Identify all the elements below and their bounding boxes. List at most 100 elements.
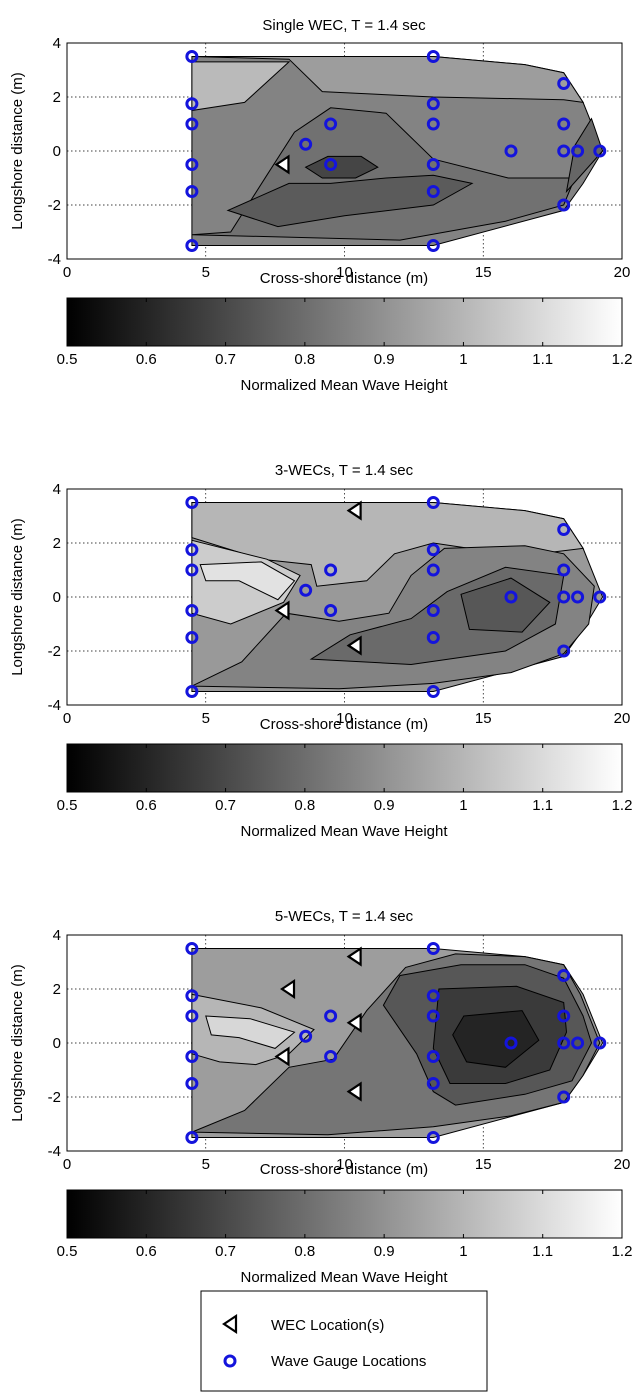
wave-gauge-marker [426, 117, 440, 131]
wave-gauge-marker [324, 604, 338, 617]
colorbar-tick-label: 1.2 [612, 1243, 633, 1260]
y-tick-labels: 4 2 0 -2 -4 [48, 481, 61, 714]
y-tick-label: -2 [48, 197, 61, 214]
wec-marker-legend-icon [222, 1313, 238, 1335]
colorbar-tick-label: 1.2 [612, 797, 633, 814]
colorbar: 0.5 0.6 0.7 0.8 0.9 1 1.1 1.2 Normalized Mean W… [57, 743, 633, 840]
y-tick-label: 4 [53, 481, 61, 498]
wave-gauge-marker [557, 1009, 571, 1023]
y-tick-label: -2 [48, 643, 61, 660]
wave-gauge-marker [593, 144, 607, 158]
wave-gauge-marker [426, 942, 440, 955]
wave-gauge-marker [426, 989, 440, 1003]
colorbar-tick-label: 1 [459, 797, 467, 814]
wave-gauge-marker [504, 144, 518, 158]
colorbar-tick-label: 1.1 [532, 1243, 553, 1260]
legend-wec-label: WEC Location(s) [271, 1317, 384, 1334]
wave-gauge-marker [426, 1009, 440, 1023]
wave-gauge-marker [557, 590, 571, 604]
wave-gauge-marker [557, 144, 571, 158]
wave-gauge-marker [185, 543, 199, 557]
colorbar: 0.5 0.6 0.7 0.8 0.9 1 1.1 1.2 Normalized Mean W… [57, 1189, 633, 1286]
wave-gauge-marker [185, 117, 199, 131]
wave-gauge-marker [185, 1077, 199, 1090]
wave-gauge-marker [426, 1077, 440, 1090]
wave-gauge-marker [557, 644, 571, 658]
wave-gauge-marker [185, 185, 199, 198]
wave-gauge-marker [426, 239, 440, 252]
colorbar-ticks: 0.5 0.6 0.7 0.8 0.9 1 1.1 1.2 [57, 298, 632, 368]
wave-gauge-marker [324, 117, 338, 131]
colorbar-tick-label: 0.6 [136, 351, 157, 368]
panel-3-wecs: 3-WECs, T = 1.4 sec 0 5 10 15 20 420-2-4 Cro… [9, 462, 630, 733]
colorbar-ticks: 0.5 0.6 0.7 0.8 0.9 1 1.1 1.2 [57, 744, 633, 814]
chart-title: Single WEC, T = 1.4 sec [262, 17, 426, 34]
wec-marker [274, 600, 290, 621]
wave-gauge-marker [299, 137, 313, 151]
y-tick-label: 2 [53, 89, 61, 106]
colorbar-tick-label: 0.5 [57, 1243, 78, 1260]
wave-gauge-marker [185, 604, 199, 617]
x-tick-label: 10 [336, 710, 353, 727]
colorbar-tick-label: 0.6 [136, 797, 157, 814]
colorbar-tick-label: 0.6 [136, 1243, 157, 1260]
plot-area: 0 5 10 15 20 420-2-4 [48, 35, 631, 281]
contour-region [205, 1015, 296, 1049]
wec-marker [346, 500, 362, 521]
panel-single-wec: Single WEC, T = 1.4 sec 0 5 10 15 20 420-2-4… [9, 17, 630, 287]
wave-gauge-marker [426, 496, 440, 509]
colorbar-tick-label: 0.8 [294, 351, 315, 368]
x-tick-label: 5 [202, 264, 210, 281]
x-axis-label: Cross-shore distance (m) [260, 270, 428, 287]
contour-field [191, 948, 604, 1138]
y-tick-label: 0 [53, 589, 61, 606]
colorbar-ticks: 0.5 0.6 0.7 0.8 0.9 1 1.1 1.2 [57, 1190, 633, 1260]
legend: WEC Location(s) Wave Gauge Locations [200, 1290, 488, 1392]
wec-marker [280, 978, 296, 1000]
contour-region [226, 174, 474, 228]
wave-gauge-marker [557, 77, 571, 90]
wave-gauge-marker [426, 158, 440, 171]
wave-gauge-marker [426, 50, 440, 63]
colorbar-tick-label: 0.7 [215, 351, 236, 368]
wave-gauge-marker [185, 1131, 199, 1144]
colorbar-gradient [66, 743, 623, 793]
y-tick-label: 0 [53, 1035, 61, 1052]
plot-frame [66, 42, 623, 260]
plot-frame [66, 934, 623, 1152]
contour-region [452, 1010, 540, 1068]
colorbar-tick-label: 0.8 [294, 1243, 315, 1260]
x-tick-label: 20 [614, 1156, 631, 1173]
x-tick-labels: 0 5 10 15 20 [63, 1156, 631, 1173]
y-tick-label: 4 [53, 927, 61, 944]
wave-gauge-marker [557, 1090, 571, 1104]
y-axis-label: Longshore distance (m) [9, 964, 26, 1122]
colorbar-gradient [66, 297, 623, 347]
colorbar-tick-label: 0.9 [374, 797, 395, 814]
x-tick-label: 15 [475, 710, 492, 727]
wave-gauge-marker [426, 1131, 440, 1144]
colorbar-label: Normalized Mean Wave Height [240, 377, 448, 394]
wave-gauge-marker [324, 1009, 338, 1023]
wave-gauge-marker [426, 604, 440, 617]
x-tick-label: 20 [614, 710, 631, 727]
wave-gauge-marker [426, 631, 440, 644]
wave-gauge-marker [185, 158, 199, 171]
markers [185, 50, 607, 252]
wec-marker [274, 1046, 290, 1067]
wave-gauge-marker [426, 1050, 440, 1063]
colorbar-tick-label: 0.9 [374, 351, 395, 368]
contour-region [460, 577, 551, 633]
gauge-marker-legend-icon [223, 1354, 237, 1368]
wec-marker [346, 946, 362, 967]
wec-marker [346, 635, 362, 656]
x-tick-label: 0 [63, 1156, 71, 1173]
wave-gauge-marker [426, 97, 440, 111]
markers [185, 496, 607, 698]
colorbar-label: Normalized Mean Wave Height [240, 1269, 448, 1286]
y-tick-label: -2 [48, 1089, 61, 1106]
wec-marker [346, 1081, 362, 1102]
y-tick-label: -4 [48, 251, 61, 268]
colorbar-tick-label: 1 [459, 1243, 467, 1260]
